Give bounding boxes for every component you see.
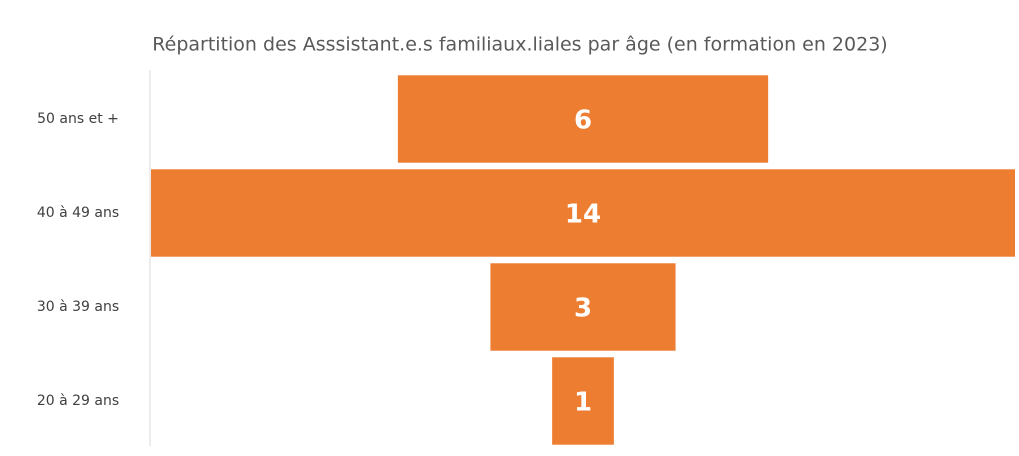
category-label: 50 ans et + (37, 111, 119, 127)
category-label: 30 à 39 ans (37, 299, 119, 315)
data-label: 3 (574, 294, 592, 324)
chart-title: Répartition des Asssistant.e.s familiaux… (152, 34, 887, 56)
funnel-bar (151, 169, 1015, 257)
funnel-bar (490, 263, 676, 351)
category-label: 20 à 29 ans (37, 393, 119, 409)
data-label: 6 (574, 106, 592, 136)
funnel-bar (397, 75, 769, 163)
data-label: 1 (574, 388, 592, 418)
category-label: 40 à 49 ans (37, 205, 119, 221)
funnel-bar (552, 357, 614, 445)
data-label: 14 (565, 200, 601, 230)
